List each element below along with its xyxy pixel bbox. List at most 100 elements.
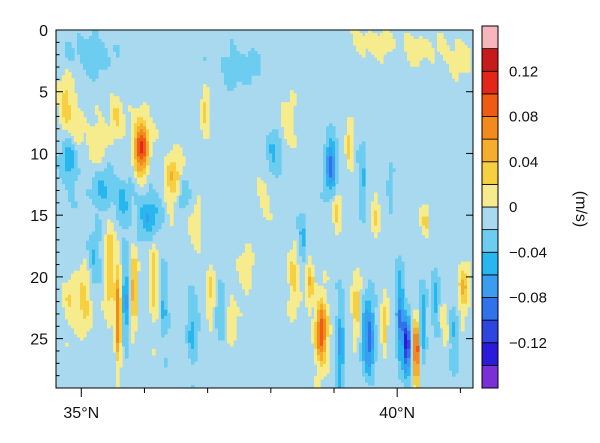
field-cell xyxy=(116,303,120,308)
field-cell xyxy=(77,285,81,290)
field-cell xyxy=(116,129,120,133)
field-cell xyxy=(206,276,210,281)
field-cell xyxy=(293,273,297,278)
field-cell xyxy=(98,135,102,139)
field-cell xyxy=(188,324,192,329)
field-cell xyxy=(404,357,408,362)
field-cell xyxy=(95,198,99,203)
field-cell xyxy=(269,165,273,169)
field-cell xyxy=(455,366,459,371)
field-cell xyxy=(164,315,168,320)
field-cell xyxy=(299,252,303,257)
field-cell xyxy=(341,378,345,383)
field-cell xyxy=(341,333,345,338)
field-cell xyxy=(350,117,354,121)
plot-frame xyxy=(55,29,474,389)
field-cell xyxy=(311,288,315,293)
field-cell xyxy=(104,237,108,242)
field-cell xyxy=(350,153,354,157)
field-cell xyxy=(422,42,426,46)
field-cell xyxy=(116,198,120,203)
field-cell xyxy=(86,57,90,61)
field-cell xyxy=(326,309,330,314)
field-cell xyxy=(134,165,138,169)
field-cell xyxy=(152,252,156,257)
field-cell xyxy=(380,303,384,308)
field-cell xyxy=(413,42,417,46)
field-cell xyxy=(332,210,336,215)
field-cell xyxy=(362,348,366,353)
field-cell xyxy=(86,312,90,317)
field-cell xyxy=(71,288,75,293)
field-cell xyxy=(62,84,66,88)
field-cell xyxy=(110,291,114,296)
field-cell xyxy=(89,153,93,157)
field-cell xyxy=(293,267,297,272)
field-cell xyxy=(437,282,441,287)
field-cell xyxy=(443,309,447,314)
field-cell xyxy=(458,294,462,299)
field-cell xyxy=(392,39,396,43)
field-cell xyxy=(191,297,195,302)
field-cell xyxy=(359,213,363,218)
field-cell xyxy=(374,327,378,332)
field-cell xyxy=(440,39,444,43)
field-cell xyxy=(209,270,213,275)
field-cell xyxy=(149,282,153,287)
field-cell xyxy=(245,291,249,296)
field-cell xyxy=(170,171,174,175)
field-cell xyxy=(317,381,321,386)
field-cell xyxy=(122,306,126,311)
field-cell xyxy=(242,72,246,76)
field-cell xyxy=(86,240,90,245)
colorbar-frame xyxy=(481,25,499,389)
field-cell xyxy=(455,39,459,43)
field-cell xyxy=(317,354,321,359)
field-cell xyxy=(125,255,129,260)
field-cell xyxy=(239,69,243,73)
field-cell xyxy=(437,327,441,332)
field-cell xyxy=(125,246,129,251)
field-cell xyxy=(272,150,276,154)
field-cell xyxy=(101,117,105,121)
field-cell xyxy=(86,51,90,55)
field-cell xyxy=(119,300,123,305)
field-cell xyxy=(365,294,369,299)
field-cell xyxy=(365,318,369,323)
field-cell xyxy=(401,267,405,272)
field-cell xyxy=(194,315,198,320)
field-cell xyxy=(338,330,342,335)
field-cell xyxy=(191,300,195,305)
field-cell xyxy=(431,309,435,314)
field-cell xyxy=(185,189,189,194)
field-cell xyxy=(203,132,207,136)
field-cell xyxy=(116,384,120,388)
field-cell xyxy=(59,87,63,91)
field-cell xyxy=(386,180,390,185)
field-cell xyxy=(422,39,426,43)
field-cell xyxy=(452,327,456,332)
field-cell xyxy=(209,291,213,296)
field-cell xyxy=(341,321,345,326)
field-cell xyxy=(194,348,198,353)
field-cell xyxy=(248,264,252,269)
field-cell xyxy=(113,294,117,299)
field-cell xyxy=(140,237,144,242)
field-cell xyxy=(125,213,129,218)
field-cell xyxy=(401,273,405,278)
field-cell xyxy=(395,276,399,281)
field-cell xyxy=(338,378,342,383)
field-cell xyxy=(146,153,150,157)
field-cell xyxy=(419,210,423,215)
field-cell xyxy=(134,159,138,163)
field-cell xyxy=(359,144,363,148)
field-cell xyxy=(407,48,411,52)
field-cell xyxy=(371,285,375,290)
field-cell xyxy=(311,279,315,284)
field-cell xyxy=(92,42,96,46)
field-cell xyxy=(359,189,363,194)
field-cell xyxy=(86,294,90,299)
field-cell xyxy=(263,198,267,203)
field-cell xyxy=(311,333,315,338)
field-cell xyxy=(320,294,324,299)
